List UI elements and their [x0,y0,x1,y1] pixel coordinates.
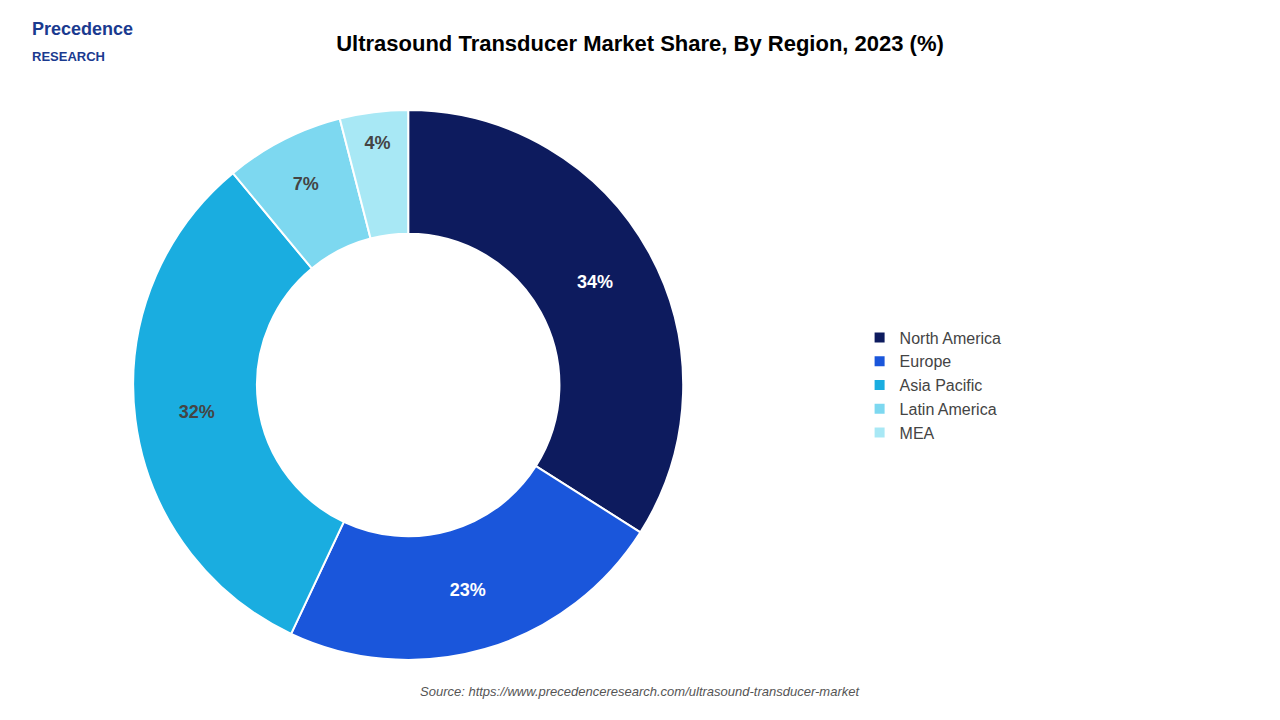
svg-text:7%: 7% [293,174,319,194]
svg-text:North America: North America [900,330,1001,347]
svg-text:Source: https://www.precedence: Source: https://www.precedenceresearch.c… [420,684,860,699]
svg-text:Latin America: Latin America [900,401,997,418]
svg-text:23%: 23% [450,580,486,600]
svg-text:34%: 34% [577,272,613,292]
svg-text:RESEARCH: RESEARCH [32,49,105,64]
svg-text:32%: 32% [179,402,215,422]
svg-text:MEA: MEA [900,425,935,442]
svg-text:Asia Pacific: Asia Pacific [900,377,983,394]
svg-text:Europe: Europe [900,353,952,370]
svg-text:4%: 4% [365,133,391,153]
svg-text:Precedence: Precedence [32,19,133,39]
svg-text:Ultrasound Transducer Market S: Ultrasound Transducer Market Share, By R… [336,31,944,56]
